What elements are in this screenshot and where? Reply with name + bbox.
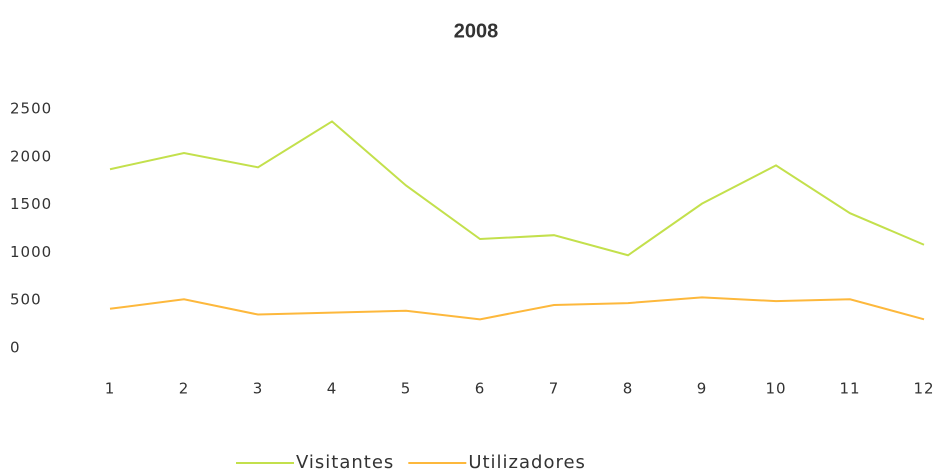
y-tick-label: 2000 (10, 147, 52, 165)
legend-label: Visitantes (296, 452, 394, 472)
series-line (109, 120, 925, 257)
x-tick-label: 8 (623, 380, 634, 398)
x-tick-label: 6 (475, 380, 486, 398)
x-tick-label: 9 (697, 380, 708, 398)
series-line (109, 296, 925, 321)
x-tick-label: 12 (913, 380, 934, 398)
y-tick-label: 0 (10, 339, 21, 357)
x-tick-label: 10 (765, 380, 786, 398)
y-tick-label: 1000 (10, 243, 52, 261)
x-tick-label: 1 (105, 380, 116, 398)
x-tick-label: 3 (253, 380, 264, 398)
x-tick-label: 11 (839, 380, 860, 398)
legend-label: Utilizadores (468, 452, 586, 472)
x-tick-label: 2 (179, 380, 190, 398)
x-tick-label: 5 (401, 380, 412, 398)
x-tick-label: 4 (327, 380, 338, 398)
y-tick-label: 2500 (10, 100, 52, 118)
x-tick-label: 7 (549, 380, 560, 398)
chart-title: 2008 (454, 20, 499, 42)
y-tick-label: 500 (10, 291, 42, 309)
y-tick-label: 1500 (10, 195, 52, 213)
